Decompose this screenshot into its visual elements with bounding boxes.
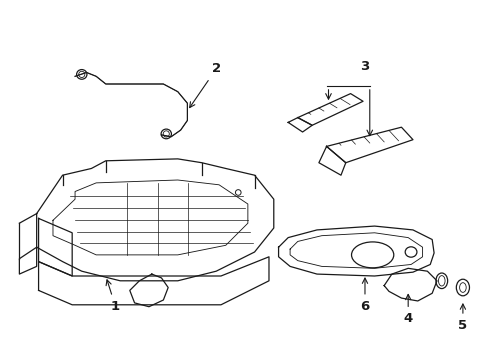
Text: 3: 3 <box>360 60 369 73</box>
Text: 2: 2 <box>189 63 220 108</box>
Text: 1: 1 <box>106 280 120 312</box>
Text: 6: 6 <box>360 278 369 312</box>
Text: 4: 4 <box>403 294 412 325</box>
Text: 5: 5 <box>457 304 467 332</box>
